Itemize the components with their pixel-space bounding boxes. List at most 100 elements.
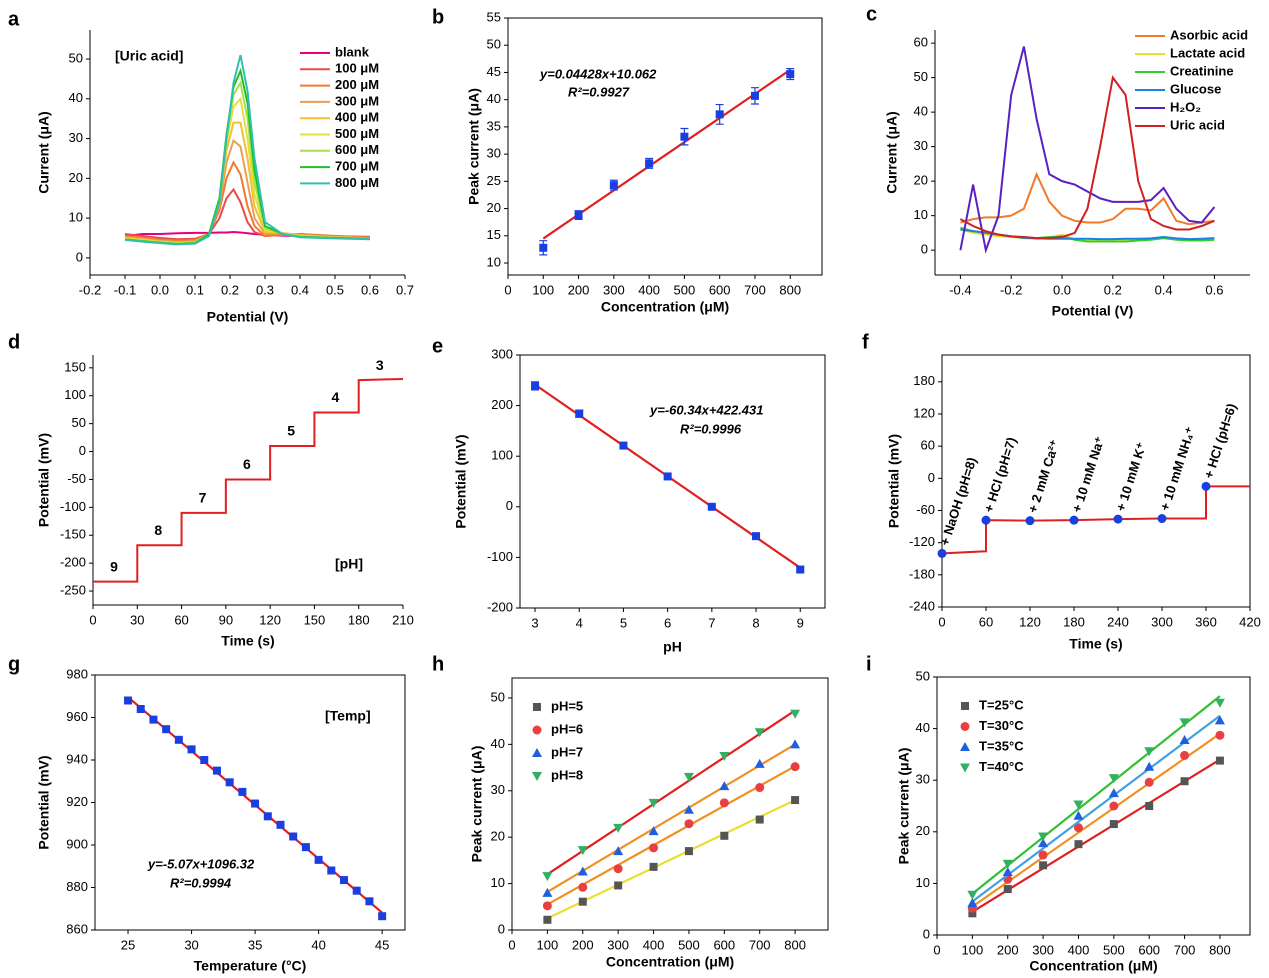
y-tick-label: -200 [487, 599, 513, 614]
plot-frame [519, 354, 826, 609]
legend-label: Asorbic acid [1170, 27, 1248, 42]
y-tick-label: 40 [914, 104, 928, 119]
panel-label: a [8, 8, 20, 30]
r-squared: R²=0.9996 [680, 421, 742, 436]
y-tick-label: 55 [487, 9, 501, 24]
addition-label: + 10 mM Na⁺ [1069, 434, 1108, 514]
legend-swatch [532, 748, 542, 757]
data-point [575, 409, 584, 418]
data-point [187, 745, 196, 754]
x-tick-label: 0 [933, 942, 940, 957]
data-point [578, 897, 587, 906]
legend-label: 300 μM [335, 93, 379, 108]
legend-label: T=30°C [979, 718, 1024, 733]
y-tick-label: 40 [69, 90, 83, 105]
data-point [543, 915, 552, 924]
y-tick-label: 10 [487, 254, 501, 269]
step-label: 9 [110, 558, 118, 574]
x-tick-label: 0 [508, 937, 515, 952]
data-point [365, 897, 374, 906]
x-tick-label: 0 [938, 614, 945, 629]
data-point [574, 211, 583, 220]
x-tick-label: 0.2 [1104, 282, 1122, 297]
y-tick-label: 0 [928, 470, 935, 485]
addition-label: + NaOH (pH=8) [937, 455, 980, 547]
x-tick-label: 200 [997, 942, 1019, 957]
data-point [136, 705, 145, 713]
data-point [531, 381, 540, 390]
data-point [613, 864, 623, 874]
series-line [960, 171, 1215, 226]
series-line [959, 75, 1215, 240]
x-tick-label: 5 [620, 615, 627, 630]
x-tick-label: 100 [532, 282, 554, 297]
data-point [1179, 734, 1190, 744]
data-point [378, 912, 387, 921]
panel-label: b [432, 6, 444, 28]
data-point [790, 709, 801, 719]
y-tick-label: 0 [506, 498, 513, 513]
x-tick-label: 60 [979, 614, 993, 629]
data-point [542, 872, 553, 882]
data-point [1002, 859, 1013, 869]
x-tick-label: 700 [1174, 942, 1196, 957]
plot-frame [941, 354, 1251, 608]
data-point [937, 548, 947, 558]
data-point [1144, 747, 1155, 757]
y-tick-label: -50 [67, 471, 86, 486]
x-tick-label: 200 [568, 282, 590, 297]
data-point [1144, 761, 1155, 771]
legend-label: 500 μM [335, 126, 379, 141]
data-point [1109, 801, 1119, 811]
y-tick-label: 25 [487, 173, 501, 188]
data-point [539, 243, 548, 252]
y-axis-title: Current (μA) [36, 111, 52, 193]
data-point [663, 472, 672, 481]
legend-label: 400 μM [335, 110, 379, 125]
data-point [680, 132, 689, 141]
data-point [609, 181, 618, 190]
data-point [1038, 850, 1048, 860]
panel-label: i [866, 653, 872, 675]
data-point [754, 728, 765, 738]
data-point [1215, 756, 1224, 765]
legend-label: 600 μM [335, 142, 379, 157]
panel-label: e [432, 335, 443, 357]
data-point [755, 783, 765, 793]
data-point [750, 91, 759, 100]
x-tick-label: 0.0 [1053, 282, 1071, 297]
y-tick-label: 100 [64, 387, 86, 402]
y-tick-label: 150 [64, 359, 86, 374]
y-tick-label: 0 [79, 443, 86, 458]
series-line [124, 54, 371, 246]
x-tick-label: 3 [531, 615, 538, 630]
legend-label: Glucose [1170, 81, 1221, 96]
series-line [124, 187, 371, 241]
y-tick-label: -100 [487, 549, 513, 564]
y-tick-label: 20 [69, 170, 83, 185]
data-point [1201, 481, 1211, 491]
annotation: [pH] [335, 556, 363, 572]
x-axis-title: Potential (V) [207, 309, 289, 325]
y-tick-label: 10 [491, 875, 505, 890]
x-axis-title: Concentration (μM) [601, 299, 729, 315]
y-tick-label: 50 [487, 37, 501, 52]
data-point [542, 901, 552, 911]
data-point [577, 846, 588, 856]
y-tick-label: 50 [72, 415, 86, 430]
y-tick-label: 45 [487, 64, 501, 79]
fit-line [971, 732, 1221, 908]
data-point [755, 815, 764, 824]
data-point [577, 866, 588, 876]
y-tick-label: 60 [921, 438, 935, 453]
step-label: 4 [332, 389, 340, 405]
equation: y=-60.34x+422.431 [649, 402, 764, 417]
x-tick-label: 700 [749, 937, 771, 952]
y-tick-label: -240 [909, 598, 935, 613]
data-point [174, 735, 183, 744]
data-point [1025, 516, 1035, 526]
legend-swatch [960, 763, 970, 773]
panel-label: d [8, 331, 20, 353]
x-axis-title: Time (s) [1069, 636, 1122, 652]
x-tick-label: 500 [674, 282, 696, 297]
